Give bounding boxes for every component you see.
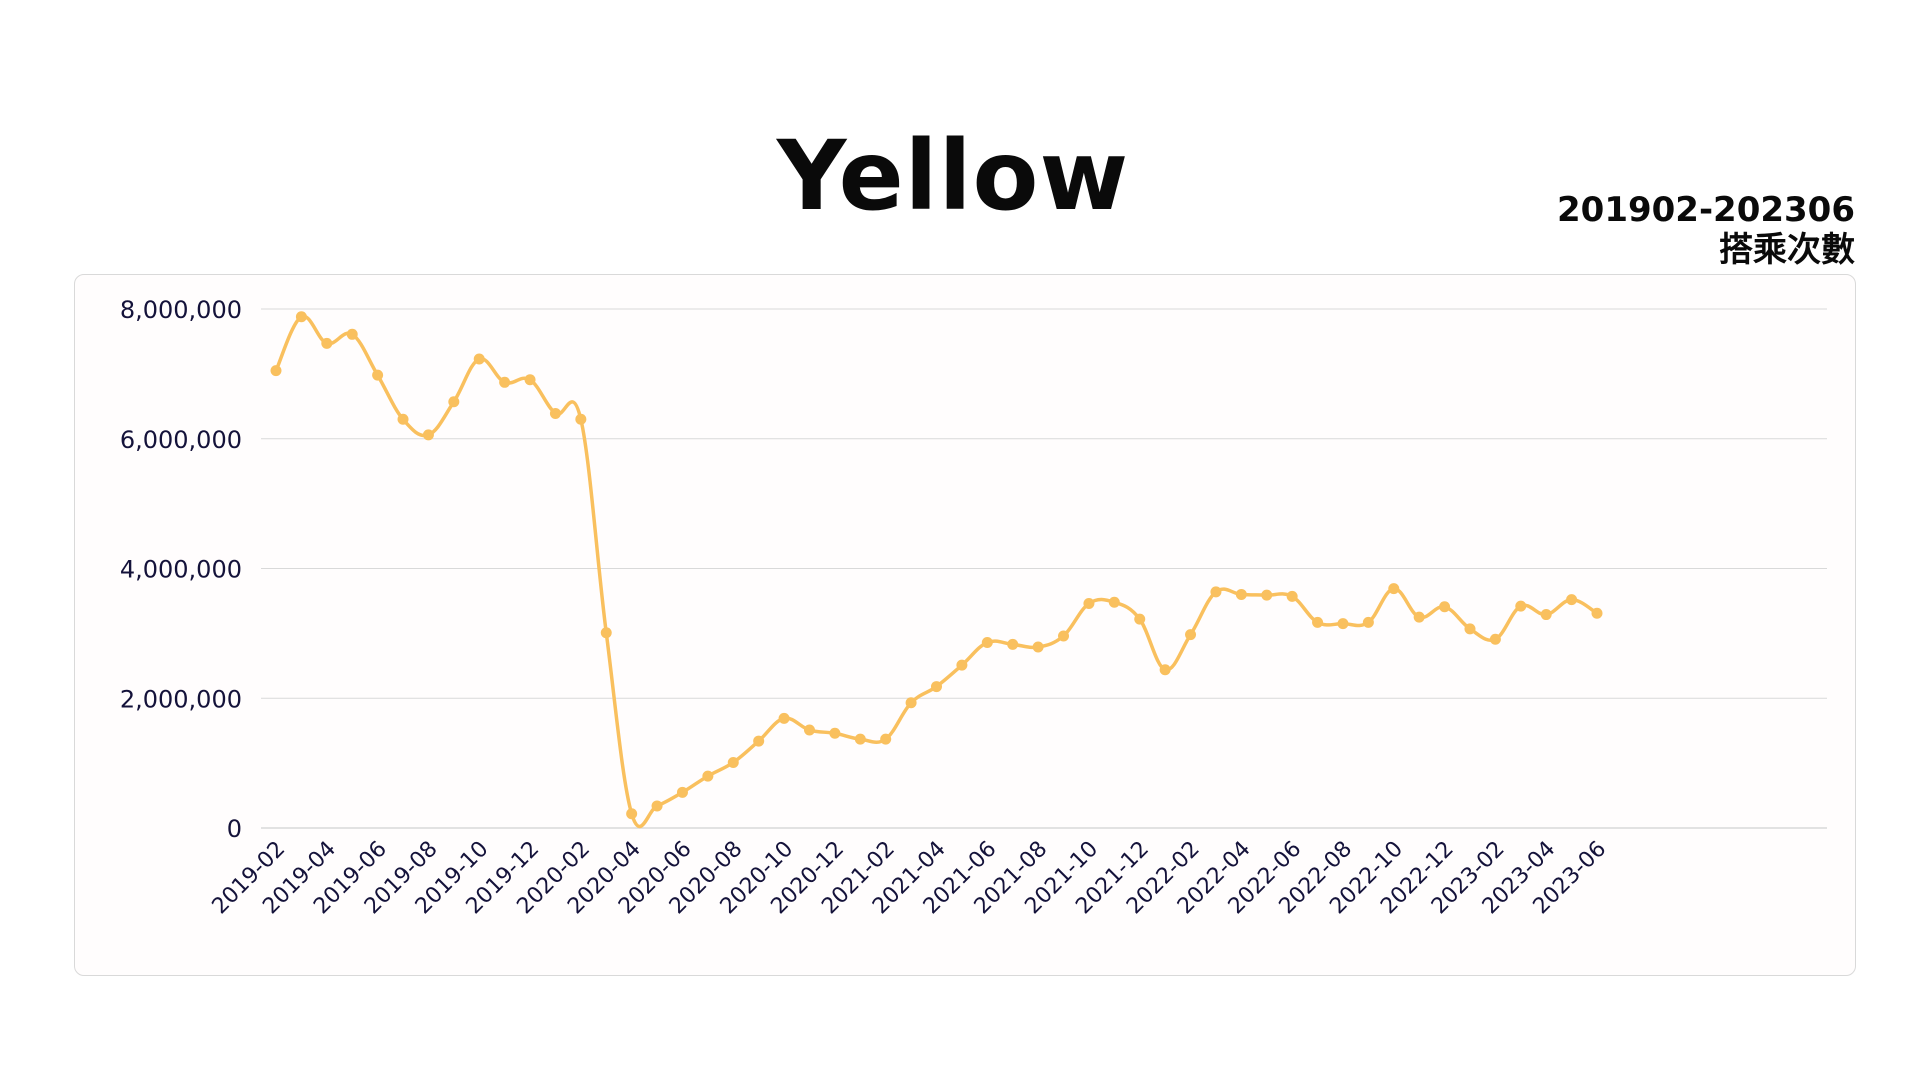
- data-point-2019-04: [321, 337, 333, 349]
- y-tick-label: 2,000,000: [120, 685, 242, 713]
- data-point-2020-04: [626, 808, 638, 820]
- data-point-2023-01: [1464, 623, 1476, 635]
- data-point-2023-03: [1515, 600, 1527, 612]
- data-point-2021-12: [1134, 613, 1146, 625]
- data-point-2020-06: [676, 786, 688, 798]
- data-point-2019-09: [448, 396, 460, 408]
- y-tick-label: 0: [227, 815, 242, 843]
- data-point-2023-04: [1540, 609, 1552, 621]
- data-point-2023-06: [1591, 607, 1603, 619]
- data-point-2022-06: [1286, 590, 1298, 602]
- data-point-2022-01: [1159, 664, 1171, 676]
- data-point-2022-02: [1185, 629, 1197, 641]
- y-tick-label: 4,000,000: [120, 556, 242, 584]
- data-point-2020-12: [829, 727, 841, 739]
- data-point-2019-05: [346, 328, 358, 340]
- data-point-2022-07: [1312, 616, 1324, 628]
- data-points: [270, 311, 1603, 820]
- data-point-2020-05: [651, 800, 663, 812]
- data-point-2021-08: [1032, 641, 1044, 653]
- y-tick-label: 8,000,000: [120, 296, 242, 324]
- subtitle-metric: 搭乘次數: [1719, 230, 1855, 270]
- data-point-2020-03: [600, 627, 612, 639]
- data-point-2022-11: [1413, 611, 1425, 623]
- data-point-2021-11: [1108, 596, 1120, 608]
- y-axis-ticks: 0 2,000,000 4,000,000 6,000,000 8,000,000: [120, 296, 242, 843]
- data-point-2020-02: [575, 413, 587, 425]
- data-point-2019-12: [524, 374, 536, 386]
- data-point-2021-02: [880, 733, 892, 745]
- data-point-2022-05: [1261, 589, 1273, 601]
- data-point-2021-09: [1058, 630, 1070, 642]
- chart-title: Yellow: [776, 120, 1130, 232]
- data-point-2022-04: [1235, 588, 1247, 600]
- data-point-2022-03: [1210, 586, 1222, 598]
- line-chart: 0 2,000,000 4,000,000 6,000,000 8,000,000 20…: [120, 296, 1827, 920]
- data-point-2019-06: [372, 369, 384, 381]
- data-point-2021-03: [905, 697, 917, 709]
- data-point-2019-02: [270, 365, 282, 377]
- data-point-2022-10: [1388, 583, 1400, 595]
- data-point-2020-08: [727, 756, 739, 768]
- data-point-2021-05: [956, 659, 968, 671]
- data-point-2021-07: [1007, 638, 1019, 650]
- data-point-2019-03: [295, 311, 307, 323]
- data-point-2022-08: [1337, 618, 1349, 630]
- data-point-2022-09: [1362, 616, 1374, 628]
- data-point-2021-10: [1083, 598, 1095, 610]
- data-point-2019-10: [473, 353, 485, 365]
- data-point-2020-11: [803, 724, 815, 736]
- data-point-2019-07: [397, 413, 409, 425]
- grid-lines: [261, 308, 1827, 829]
- data-point-2023-05: [1566, 594, 1578, 606]
- data-point-2021-01: [854, 733, 866, 745]
- series-line: [274, 314, 1599, 829]
- data-point-2020-07: [702, 770, 714, 782]
- y-tick-label: 6,000,000: [120, 426, 242, 454]
- data-point-2021-06: [981, 636, 993, 648]
- data-point-2023-02: [1489, 633, 1501, 645]
- chart-panel: 0 2,000,000 4,000,000 6,000,000 8,000,000 20…: [74, 274, 1856, 976]
- data-point-2020-01: [549, 407, 561, 419]
- data-point-2019-08: [422, 429, 434, 441]
- data-point-2020-10: [778, 712, 790, 724]
- subtitle-date-range: 201902-202306: [1557, 190, 1855, 230]
- data-point-2019-11: [499, 376, 511, 388]
- x-axis-ticks: 2019-022019-042019-062019-082019-102019-…: [208, 837, 1612, 920]
- chart-subtitle: 201902-202306 搭乘次數: [1557, 190, 1855, 270]
- data-point-2022-12: [1439, 601, 1451, 613]
- data-point-2020-09: [753, 735, 765, 747]
- data-point-2021-04: [931, 681, 942, 693]
